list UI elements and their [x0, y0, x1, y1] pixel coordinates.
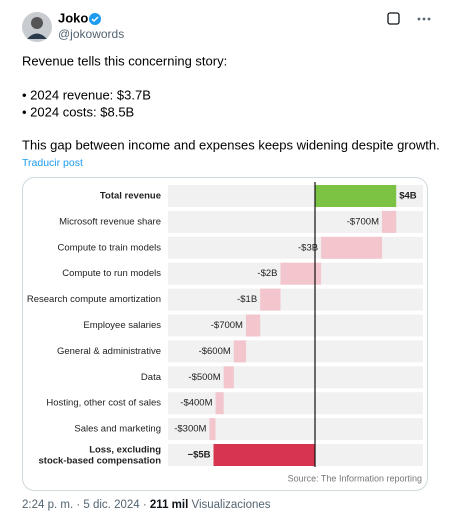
row-band — [168, 210, 423, 233]
value-label: -$2B — [257, 268, 277, 279]
bar — [209, 418, 216, 441]
bar — [315, 185, 397, 207]
views-count: 211 mil — [150, 499, 188, 511]
verified-check — [91, 16, 99, 23]
tweet-text: This gap between income and expenses kee… — [22, 137, 440, 152]
bar — [280, 262, 322, 285]
value-label: -$1B — [237, 294, 257, 305]
value-label: -$400M — [180, 398, 212, 409]
category-label: Loss, excluding stock-based compensation — [39, 444, 162, 466]
value-label: -$300M — [174, 424, 206, 435]
row-band — [168, 236, 423, 259]
bar — [321, 236, 382, 259]
category-label: Employee salaries — [83, 320, 161, 331]
category-label: Compute to run models — [62, 268, 161, 279]
footer: 2:24 p. m. · 5 dic. 2024 · 211 mil Visua… — [22, 499, 271, 511]
translate-link[interactable]: Traducir post — [22, 157, 83, 169]
tweet-text: • 2024 revenue: $3.7B — [22, 87, 151, 102]
views-label: Visualizaciones — [191, 499, 270, 511]
category-label: Microsoft revenue share — [59, 216, 161, 227]
bar — [260, 288, 281, 311]
bar — [245, 314, 261, 337]
bar — [381, 210, 397, 233]
row-band — [168, 314, 423, 337]
post-date[interactable]: 5 dic. 2024 — [83, 499, 140, 511]
avatar-head — [31, 17, 43, 29]
author-name[interactable]: Joko — [58, 10, 88, 25]
category-label: Compute to train models — [58, 242, 162, 253]
author-handle[interactable]: @jokowords — [58, 27, 124, 41]
row-band — [168, 340, 423, 363]
value-label: -$600M — [199, 346, 231, 357]
row-band — [168, 418, 423, 441]
category-label: Sales and marketing — [74, 424, 161, 435]
category-label: General & administrative — [57, 346, 161, 357]
separator: · — [76, 499, 80, 511]
avatar-body — [27, 33, 47, 39]
post-time: 2:24 p. m. — [22, 499, 73, 511]
category-label: Total revenue — [100, 191, 161, 202]
value-label: -$3B — [298, 242, 318, 253]
more-menu[interactable] — [417, 17, 431, 21]
value-label: $4B — [399, 191, 417, 202]
tweet-text: • 2024 costs: $8.5B — [22, 104, 134, 119]
source-note: Source: The Information reporting — [288, 473, 422, 483]
category-label: Data — [141, 372, 162, 383]
chart: $4B Total revenue -$700M Microsoft revenue … — [27, 182, 423, 483]
tweet-text: Revenue tells this concerning story: — [22, 53, 227, 68]
bar — [215, 392, 224, 415]
value-label: -$500M — [188, 372, 220, 383]
row-band — [168, 392, 423, 415]
category-label: Hosting, other cost of sales — [46, 398, 161, 409]
value-label: -$700M — [211, 320, 243, 331]
grok-icon[interactable] — [387, 12, 400, 25]
category-label: Research compute amortization — [27, 294, 161, 305]
value-label: -$700M — [347, 216, 379, 227]
bar — [233, 340, 246, 363]
bar — [213, 444, 315, 466]
separator: · — [143, 499, 147, 511]
bar — [223, 366, 234, 389]
row-band — [168, 288, 423, 311]
value-label: −$5B — [188, 450, 211, 461]
